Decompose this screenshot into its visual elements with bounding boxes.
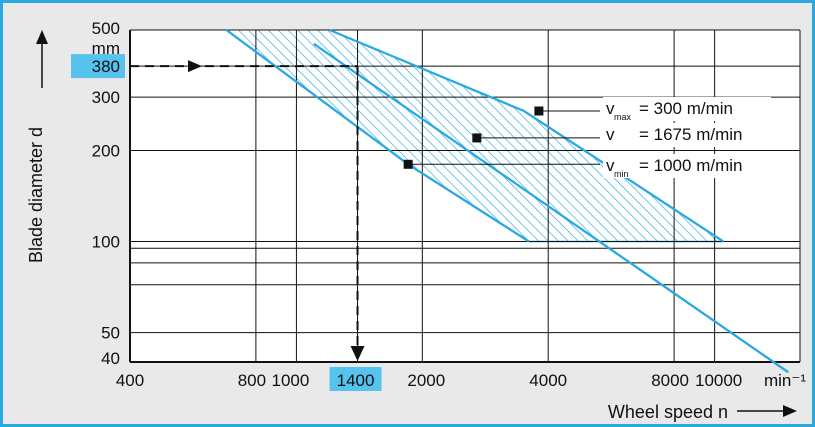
y-tick-label: 200 (92, 141, 120, 160)
y-tick-label: 300 (92, 88, 120, 107)
legend-subscript: max (614, 112, 632, 122)
series-line-vmax (329, 28, 725, 243)
legend-subscript: min (614, 169, 629, 179)
y-axis-title: Blade diameter d (26, 127, 46, 263)
legend-symbol: v (606, 99, 615, 118)
y-tick-label: 100 (92, 233, 120, 252)
x-tick-label: 1400 (337, 371, 375, 390)
legend-symbol: v (606, 156, 615, 175)
x-tick-label: 10000 (695, 371, 742, 390)
example-arrow-right (188, 60, 202, 73)
x-unit-label: min⁻¹ (764, 371, 806, 390)
x-tick-label: 2000 (407, 371, 445, 390)
legend-bg (603, 123, 771, 147)
tick-highlight-x (329, 367, 382, 391)
x-tick-label: 400 (116, 371, 144, 390)
y-unit-label: mm (92, 39, 120, 58)
legend-symbol: v (606, 125, 615, 144)
legend-v: v = 1675 m/min (606, 125, 742, 144)
y-tick-label: 50 (101, 324, 120, 343)
x-axis-arrowhead (783, 405, 797, 417)
x-tick-label: 1000 (272, 371, 310, 390)
legend-value: = 1675 m/min (639, 125, 742, 144)
legend-value: = 1000 m/min (639, 156, 742, 175)
tick-highlight-y (71, 54, 125, 79)
series-line-v (313, 42, 789, 374)
x-tick-label: 8000 (651, 371, 689, 390)
x-tick-label: 800 (238, 371, 266, 390)
y-tick-label: 40 (101, 349, 120, 368)
legend-bg (603, 97, 771, 121)
legend-value: = 300 m/min (639, 99, 733, 118)
legend-bg (603, 154, 771, 178)
y-tick-label: 500 (92, 19, 120, 38)
x-axis-title: Wheel speed n (608, 402, 728, 422)
x-tick-label: 4000 (529, 371, 567, 390)
y-tick-label: 380 (92, 57, 120, 76)
legend-vmax: v max = 300 m/min (606, 99, 733, 122)
y-axis-arrowhead (36, 30, 48, 44)
legend-vmin: v min = 1000 m/min (606, 156, 742, 179)
example-arrow-down (350, 346, 365, 361)
